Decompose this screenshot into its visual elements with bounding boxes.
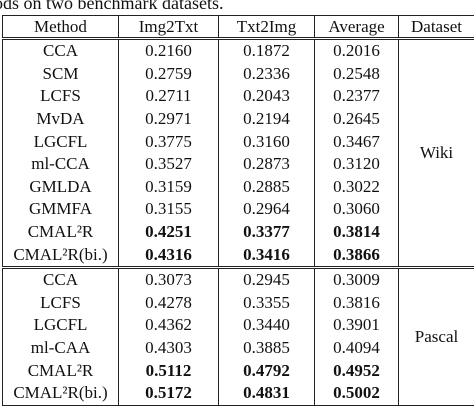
value-cell: 0.3901	[314, 314, 399, 337]
method-cell: LGCFL	[2, 130, 119, 153]
value-cell: 0.3416	[218, 243, 315, 268]
value-cell: 0.5002	[314, 381, 399, 405]
value-cell: 0.2945	[218, 267, 315, 292]
table-row: SCM 0.2759 0.2336 0.2548	[2, 62, 474, 86]
value-cell: 0.3060	[314, 198, 399, 221]
value-cell: 0.2548	[314, 62, 399, 86]
method-cell: MvDA	[2, 107, 119, 131]
value-cell: 0.2759	[118, 62, 219, 86]
value-cell: 0.4831	[218, 381, 315, 405]
table-row: CCA 0.3073 0.2945 0.3009 Pascal	[2, 267, 474, 405]
value-cell: 0.3377	[218, 220, 315, 244]
method-cell: SCM	[2, 62, 119, 86]
table-row: CMAL²R(bi.) 0.4316 0.3416 0.3866	[2, 243, 474, 268]
table-row: LGCFL 0.4362 0.3440 0.3901	[2, 314, 474, 337]
value-cell: 0.2043	[218, 85, 315, 108]
table-header: Method Img2Txt Txt2Img Average Dataset	[2, 15, 474, 40]
table-row: LCFS 0.2711 0.2043 0.2377	[2, 85, 474, 108]
value-cell: 0.4303	[118, 336, 219, 360]
value-cell: 0.3159	[118, 175, 219, 199]
value-cell: 0.3775	[118, 130, 219, 153]
header-cell: Txt2Img	[218, 15, 315, 40]
value-cell: 0.3022	[314, 175, 399, 199]
method-cell: LCFS	[2, 291, 119, 315]
value-cell: 0.3816	[314, 291, 399, 315]
header-cell: Average	[314, 15, 399, 40]
method-cell: CCA	[2, 267, 119, 292]
method-cell: CCA	[2, 38, 119, 63]
table-row: LCFS 0.4278 0.3355 0.3816	[2, 291, 474, 315]
value-cell: 0.2873	[218, 152, 315, 176]
value-cell: 0.2964	[218, 198, 315, 221]
value-cell: 0.2885	[218, 175, 315, 199]
method-cell: ml-CCA	[2, 152, 119, 176]
value-cell: 0.2016	[314, 38, 399, 63]
value-cell: 0.4278	[118, 291, 219, 315]
table-row: CCA 0.2160 0.1872 0.2016 Wiki	[2, 38, 474, 268]
method-cell: CMAL²R(bi.)	[2, 243, 119, 268]
method-cell: CMAL²R	[2, 220, 119, 244]
dataset-cell: Wiki	[398, 38, 474, 268]
value-cell: 0.3160	[218, 130, 315, 153]
table-row: CMAL²R(bi.) 0.5172 0.4831 0.5002	[2, 381, 474, 405]
method-cell: GMLDA	[2, 175, 119, 199]
method-cell: ml-CAA	[2, 336, 119, 360]
method-cell: GMMFA	[2, 198, 119, 221]
value-cell: 0.1872	[218, 38, 315, 63]
header-row: Method Img2Txt Txt2Img Average Dataset	[2, 15, 474, 40]
header-cell: Img2Txt	[118, 15, 219, 40]
value-cell: 0.2194	[218, 107, 315, 131]
value-cell: 0.3155	[118, 198, 219, 221]
value-cell: 0.4094	[314, 336, 399, 360]
method-cell: LGCFL	[2, 314, 119, 337]
table-row: LGCFL 0.3775 0.3160 0.3467	[2, 130, 474, 153]
table-row: ml-CCA 0.3527 0.2873 0.3120	[2, 152, 474, 176]
value-cell: 0.3355	[218, 291, 315, 315]
value-cell: 0.3120	[314, 152, 399, 176]
header-cell: Method	[2, 15, 119, 40]
value-cell: 0.2645	[314, 107, 399, 131]
method-cell: CMAL²R	[2, 359, 119, 382]
value-cell: 0.5172	[118, 381, 219, 405]
value-cell: 0.3527	[118, 152, 219, 176]
method-cell: CMAL²R(bi.)	[2, 381, 119, 405]
table-row: CMAL²R 0.4251 0.3377 0.3814	[2, 220, 474, 244]
value-cell: 0.4316	[118, 243, 219, 268]
table-row: ml-CAA 0.4303 0.3885 0.4094	[2, 336, 474, 360]
dataset-group: CCA 0.2160 0.1872 0.2016 Wiki SCM 0.2759 0.2336…	[2, 38, 474, 268]
value-cell: 0.3073	[118, 267, 219, 292]
table-row: GMMFA 0.3155 0.2964 0.3060	[2, 198, 474, 221]
value-cell: 0.2377	[314, 85, 399, 108]
dataset-cell: Pascal	[398, 267, 474, 405]
caption: ods on two benchmark datasets.	[0, 0, 224, 13]
value-cell: 0.3866	[314, 243, 399, 268]
value-cell: 0.3885	[218, 336, 315, 360]
value-cell: 0.2336	[218, 62, 315, 86]
value-cell: 0.2711	[118, 85, 219, 108]
value-cell: 0.4251	[118, 220, 219, 244]
value-cell: 0.2160	[118, 38, 219, 63]
value-cell: 0.4362	[118, 314, 219, 337]
value-cell: 0.5112	[118, 359, 219, 382]
value-cell: 0.2971	[118, 107, 219, 131]
value-cell: 0.3814	[314, 220, 399, 244]
table-row: MvDA 0.2971 0.2194 0.2645	[2, 107, 474, 131]
results-table: Method Img2Txt Txt2Img Average Dataset CCA 0.…	[2, 15, 474, 406]
method-cell: LCFS	[2, 85, 119, 108]
value-cell: 0.3440	[218, 314, 315, 337]
value-cell: 0.4792	[218, 359, 315, 382]
value-cell: 0.4952	[314, 359, 399, 382]
dataset-group: CCA 0.3073 0.2945 0.3009 Pascal LCFS 0.4278 0.3…	[2, 267, 474, 405]
value-cell: 0.3467	[314, 130, 399, 153]
value-cell: 0.3009	[314, 267, 399, 292]
table-row: GMLDA 0.3159 0.2885 0.3022	[2, 175, 474, 199]
table-row: CMAL²R 0.5112 0.4792 0.4952	[2, 359, 474, 382]
header-cell: Dataset	[398, 15, 474, 40]
